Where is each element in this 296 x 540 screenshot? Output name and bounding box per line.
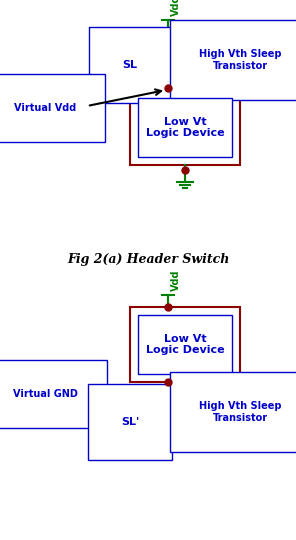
Text: Virtual GND: Virtual GND — [12, 389, 78, 399]
Bar — [130, 307, 240, 382]
Text: SL: SL — [123, 60, 138, 70]
Bar — [138, 315, 232, 374]
Text: T2: T2 — [170, 379, 184, 389]
Text: Low Vt
Logic Device: Low Vt Logic Device — [146, 334, 224, 355]
Text: High Vth Sleep
Transistor: High Vth Sleep Transistor — [199, 401, 281, 423]
Text: Virtual Vdd: Virtual Vdd — [14, 103, 76, 113]
Text: High Vth Sleep
Transistor: High Vth Sleep Transistor — [199, 49, 281, 71]
Bar — [130, 90, 240, 165]
Text: T1: T1 — [170, 75, 184, 85]
Text: Low Vt
Logic Device: Low Vt Logic Device — [146, 117, 224, 138]
Text: Vdd: Vdd — [171, 269, 181, 291]
Text: Fig 2(a) Header Switch: Fig 2(a) Header Switch — [67, 253, 229, 267]
Text: SL': SL' — [121, 417, 139, 427]
Bar — [138, 98, 232, 157]
Text: Vdd: Vdd — [171, 0, 181, 16]
